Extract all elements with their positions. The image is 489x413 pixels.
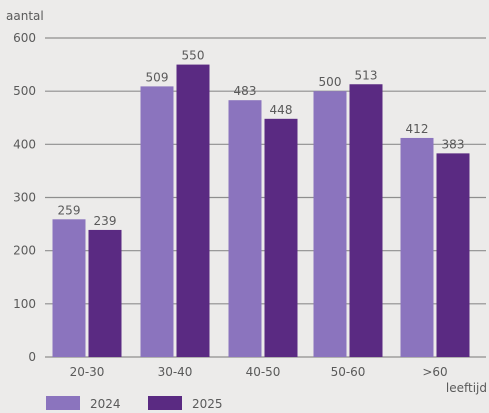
y-tick-label: 0 [28,350,36,364]
data-label: 513 [355,68,378,82]
bar-2025-30-40 [176,64,210,357]
y-tick-label: 100 [13,297,36,311]
bar-2025-40-50 [264,118,298,358]
y-tick-label: 400 [13,137,36,151]
data-label: 500 [319,75,342,89]
data-label: 259 [58,203,81,217]
x-tick-label: 50-60 [331,365,366,379]
x-tick-label: 20-30 [70,365,105,379]
y-axis-label: aantal [6,9,44,23]
bar-2025-20-30 [88,229,122,357]
y-tick-label: 500 [13,84,36,98]
legend-label: 2024 [90,397,121,411]
y-tick-label: 200 [13,244,36,258]
bar-2024-50-60 [313,91,347,358]
legend-swatch-2025 [148,396,182,410]
data-label: 412 [406,122,429,136]
bars [52,64,470,358]
legend: 2024 2025 [46,396,223,411]
data-label: 383 [442,137,465,151]
data-labels: 259 239 20-30 509 550 30-40 483 448 40-50 500 513 5… [58,49,465,379]
x-axis-label: leeftijd [446,381,487,395]
y-tick-label: 300 [13,191,36,205]
legend-swatch-2024 [46,396,80,410]
x-tick-label: 30-40 [158,365,193,379]
data-label: 550 [182,49,205,63]
axes: aantal leeftijd [6,9,487,395]
bar-2024-30-40 [140,86,174,358]
bar-2025->60 [436,153,470,357]
bar-2024-40-50 [228,100,262,357]
bar-2024-20-30 [52,219,86,357]
y-tick-label: 600 [13,31,36,45]
data-label: 239 [94,214,117,228]
bar-2025-50-60 [349,84,383,357]
data-label: 509 [146,70,169,84]
bar-2024->60 [400,137,434,357]
data-label: 483 [234,84,257,98]
x-tick-label: >60 [422,365,447,379]
x-tick-label: 40-50 [246,365,281,379]
data-label: 448 [270,103,293,117]
legend-label: 2025 [192,397,223,411]
